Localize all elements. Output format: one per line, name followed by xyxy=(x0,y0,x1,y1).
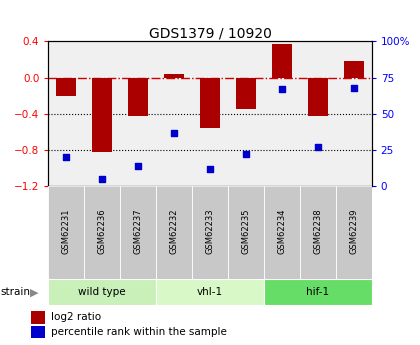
Text: GSM62234: GSM62234 xyxy=(277,208,286,254)
Point xyxy=(315,145,321,150)
Text: GSM62232: GSM62232 xyxy=(170,208,178,254)
Text: ▶: ▶ xyxy=(30,287,39,297)
Bar xyxy=(84,186,120,279)
Text: GSM62239: GSM62239 xyxy=(349,208,358,254)
Point xyxy=(350,85,357,90)
Bar xyxy=(308,78,328,116)
Bar xyxy=(164,74,184,78)
Point xyxy=(207,166,213,172)
Bar xyxy=(48,279,156,305)
Text: GSM62233: GSM62233 xyxy=(205,208,215,254)
Text: GSM62231: GSM62231 xyxy=(62,208,71,254)
Bar xyxy=(156,186,192,279)
Text: wild type: wild type xyxy=(79,287,126,297)
Point xyxy=(99,176,105,182)
Bar xyxy=(236,78,256,109)
Bar xyxy=(344,61,364,78)
Bar xyxy=(336,186,372,279)
Bar xyxy=(264,279,372,305)
Text: strain: strain xyxy=(1,287,31,297)
Bar xyxy=(264,186,300,279)
Bar xyxy=(31,326,45,338)
Text: GSM62236: GSM62236 xyxy=(98,208,107,254)
Text: log2 ratio: log2 ratio xyxy=(51,312,102,322)
Bar xyxy=(120,186,156,279)
Point xyxy=(63,155,70,160)
Point xyxy=(243,152,249,157)
Bar xyxy=(56,78,76,96)
Bar xyxy=(192,186,228,279)
Text: GSM62235: GSM62235 xyxy=(241,208,250,254)
Bar xyxy=(92,78,112,152)
Point xyxy=(135,163,142,169)
Bar xyxy=(228,186,264,279)
Bar xyxy=(272,44,292,78)
Text: GSM62238: GSM62238 xyxy=(313,208,322,254)
Point xyxy=(278,87,285,92)
Point xyxy=(171,130,177,136)
Bar xyxy=(128,78,148,116)
Text: vhl-1: vhl-1 xyxy=(197,287,223,297)
Bar xyxy=(300,186,336,279)
Bar xyxy=(156,279,264,305)
Title: GDS1379 / 10920: GDS1379 / 10920 xyxy=(149,26,271,40)
Bar xyxy=(48,186,84,279)
Bar xyxy=(200,78,220,128)
Text: hif-1: hif-1 xyxy=(306,287,329,297)
Text: GSM62237: GSM62237 xyxy=(134,208,143,254)
Bar xyxy=(31,311,45,324)
Text: percentile rank within the sample: percentile rank within the sample xyxy=(51,327,227,337)
